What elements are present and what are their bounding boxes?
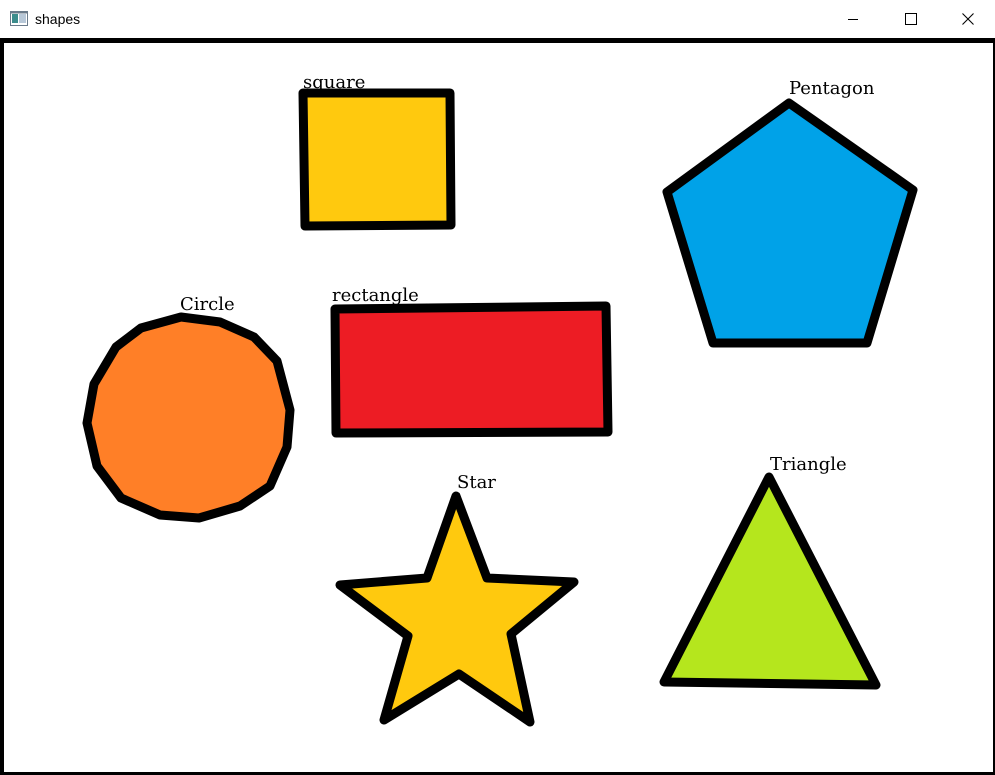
app-window-icon [10,11,28,26]
triangle-label: Triangle [770,454,847,475]
square-label: square [303,72,365,93]
rectangle-label: rectangle [332,285,419,306]
pentagon-label: Pentagon [789,78,875,99]
triangle-shape [659,472,881,690]
square-shape [298,88,456,231]
title-bar[interactable]: shapes [0,0,995,38]
rectangle-shape [330,301,613,438]
minimize-icon [848,19,858,20]
close-button[interactable] [940,0,995,38]
star-shape [335,491,579,727]
close-icon [961,13,974,25]
maximize-icon [905,13,917,25]
pentagon-shape [662,98,918,348]
minimize-button[interactable] [824,0,882,38]
star-label: Star [457,472,496,493]
window-title: shapes [35,11,81,27]
circle-shape [82,312,295,523]
circle-label: Circle [180,294,235,315]
maximize-button[interactable] [882,0,940,38]
